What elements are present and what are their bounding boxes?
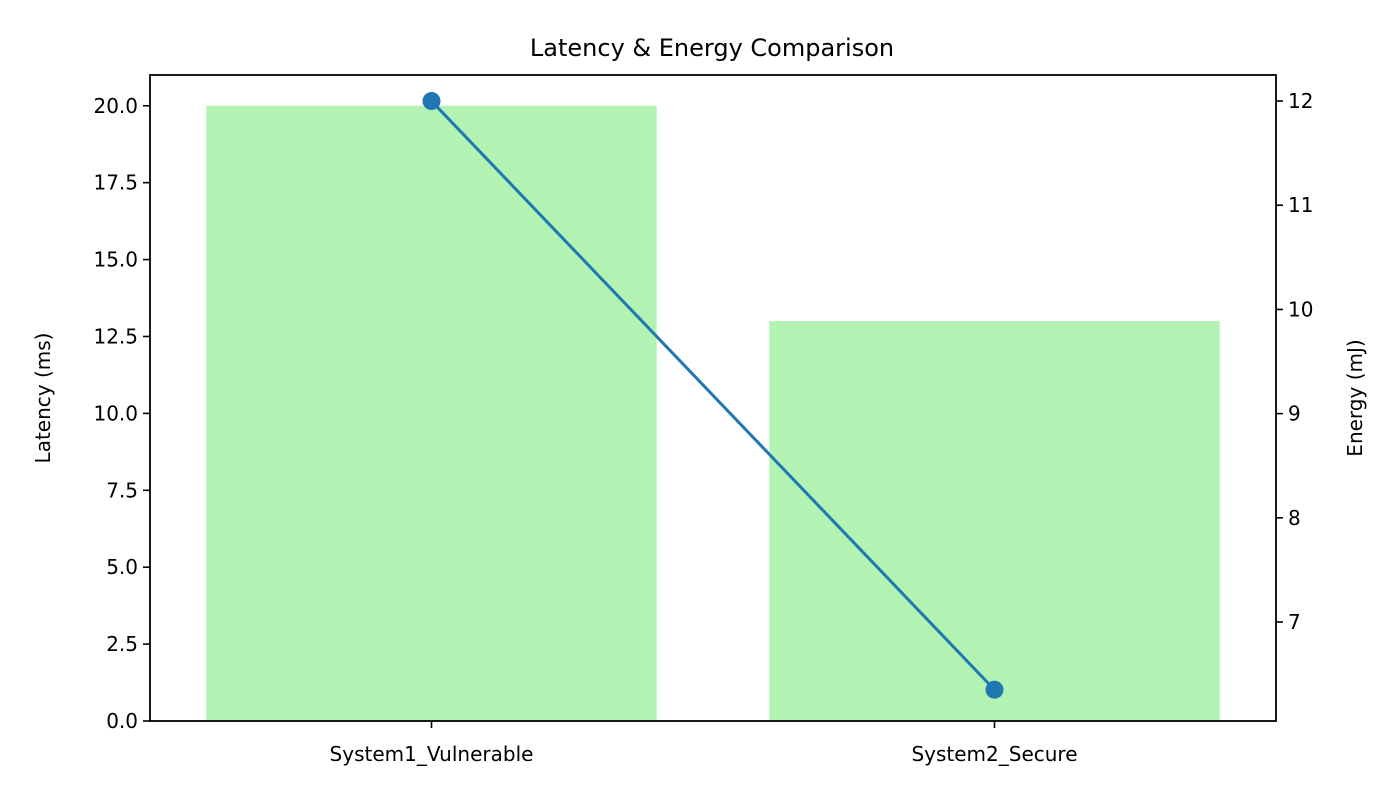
x-tick-label: System2_Secure [911, 742, 1077, 766]
left-tick-label: 20.0 [93, 94, 138, 118]
right-y-axis-ticks: 7 8 9 10 11 12 [1276, 89, 1313, 634]
right-tick-label: 12 [1288, 89, 1313, 113]
line-layer [422, 92, 1004, 699]
bar-System2_Secure [769, 321, 1220, 721]
x-tick-label: System1_Vulnerable [330, 742, 534, 766]
left-tick-label: 12.5 [93, 324, 138, 348]
left-y-axis-ticks: 0.0 2.5 5.0 7.5 10.0 12.5 15.0 17.5 20.0 [93, 94, 150, 733]
right-tick-label: 8 [1288, 506, 1301, 530]
plot-frame [149, 74, 1277, 722]
right-tick-label: 11 [1288, 193, 1313, 217]
right-tick-label: 7 [1288, 610, 1301, 634]
left-tick-label: 15.0 [93, 248, 138, 272]
left-tick-label: 5.0 [106, 555, 138, 579]
right-tick-label: 10 [1288, 297, 1313, 321]
y-axis-label-left: Latency (ms) [31, 333, 55, 464]
axes-layer [149, 74, 1277, 722]
x-axis-ticks: System1_Vulnerable System2_Secure [330, 721, 1078, 766]
right-tick-label: 9 [1288, 402, 1301, 426]
left-tick-label: 7.5 [106, 478, 138, 502]
energy-point-System2_Secure [985, 680, 1004, 699]
y-axis-label-right: Energy (mJ) [1343, 339, 1367, 456]
chart-title: Latency & Energy Comparison [530, 34, 894, 62]
left-tick-label: 10.0 [93, 401, 138, 425]
left-tick-label: 0.0 [106, 709, 138, 733]
energy-line [430, 100, 996, 691]
bars-layer [206, 105, 1220, 721]
left-tick-label: 2.5 [106, 632, 138, 656]
left-tick-label: 17.5 [93, 171, 138, 195]
energy-point-System1_Vulnerable [422, 92, 441, 111]
bar-System1_Vulnerable [206, 105, 657, 721]
